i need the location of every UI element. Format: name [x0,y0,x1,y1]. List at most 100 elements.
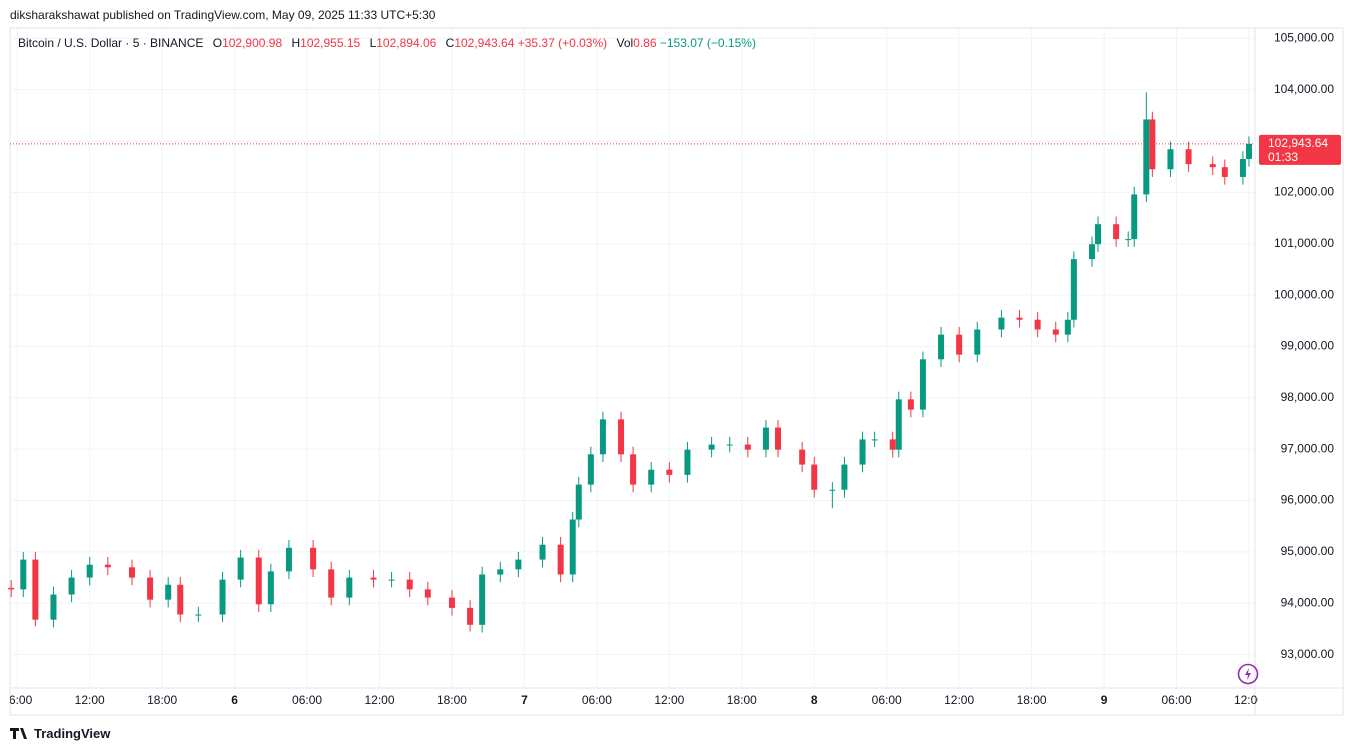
candle-body [956,334,963,355]
candle-body [165,584,172,600]
x-tick-label: 12:00 [75,693,105,707]
candle-body [618,419,625,455]
price-tag [1259,134,1341,165]
candle-body [1034,319,1041,330]
y-tick-label: 99,000.00 [1281,339,1335,353]
x-tick-label: 9 [1101,693,1108,707]
x-tick-label: 06:00 [2,693,32,707]
vol-value: 0.86 [633,36,657,50]
candle-body [1064,319,1071,335]
x-tick-label: 06:00 [292,693,322,707]
candle-body [1245,143,1252,159]
candle-body [998,317,1005,330]
x-tick-label: 8 [811,693,818,707]
y-tick-label: 105,000.00 [1274,30,1334,44]
y-tick-label: 97,000.00 [1281,441,1335,455]
x-tick-label: 12:00 [944,693,974,707]
candle-body [889,439,896,450]
candle-body [1095,224,1102,245]
candle-body [762,427,769,450]
candle-body [775,427,782,450]
candle-body [177,584,184,615]
h-value: 102,955.15 [300,36,361,50]
candle-body [895,399,902,450]
candle-body [195,614,202,616]
candle-body [467,607,474,625]
candle-body [557,544,564,575]
x-tick-label: 06:00 [872,693,902,707]
candle-body [1221,167,1228,177]
candle-body [907,399,914,410]
grid [10,28,1255,688]
footer-brand: TradingView [34,726,111,741]
candle-body [938,334,945,360]
y-tick-label: 98,000.00 [1281,390,1335,404]
x-tick-label: 06:00 [582,693,612,707]
y-tick-label: 93,000.00 [1281,647,1335,661]
y-axis: 93,000.00 94,000.00 95,000.00 96,000.00 97,0… [1259,30,1341,661]
x-tick-label: 12:00 [364,693,394,707]
candle-body [919,359,926,410]
candle-body [726,444,733,446]
vol-key: Vol [616,36,634,50]
candle-body [128,567,135,578]
candle-body [370,577,377,580]
price-tag-value: 102,943.64 [1268,136,1328,150]
candle-body [799,449,806,465]
x-tick-label: 7 [521,693,528,707]
x-tick-label: 18:00 [1017,693,1047,707]
candle-body [255,557,262,605]
candle-body [871,439,878,441]
x-tick-label: 18:00 [147,693,177,707]
y-tick-label: 94,000.00 [1281,595,1335,609]
candle-body [515,559,522,570]
candle-body [1113,224,1120,240]
candle-body [1149,119,1156,170]
candle-body [1143,119,1150,195]
vol-change: −153.07 (−0.15%) [659,36,756,50]
candle-body [1167,149,1174,170]
candle-body [744,444,751,450]
o-value: 102,900.98 [222,36,283,50]
candle-body [479,574,486,625]
x-tick-label: 18:00 [437,693,467,707]
candle-body [104,564,111,568]
candle-body [684,449,691,475]
candle-body [285,547,292,572]
candle-body [829,489,836,491]
candle-body [1131,194,1138,240]
x-tick-label: 12:00 [654,693,684,707]
alert-icon[interactable] [1237,663,1259,685]
candle-body [68,577,75,595]
candle-body [8,587,15,590]
candle-body [219,579,226,615]
candle-body [666,469,673,475]
y-tick-label: 104,000.00 [1274,82,1334,96]
tv-logo [10,728,27,739]
y-tick-label: 96,000.00 [1281,493,1335,507]
candle-body [328,569,335,598]
candle-body [599,419,606,455]
candle-body [50,594,57,620]
candle-body [648,469,655,485]
symbol: Bitcoin / U.S. Dollar · 5 · BINANCE [18,36,204,50]
candle-body [859,439,866,465]
candle-body [237,557,244,580]
candle-body [20,559,27,590]
x-tick-label: 6 [231,693,238,707]
l-value: 102,894.06 [376,36,437,50]
candle-body [448,597,455,608]
candle-body [346,577,353,598]
candle-body [32,559,39,620]
candle-body [841,464,848,490]
candle-body [974,329,981,355]
legend: Bitcoin / U.S. Dollar · 5 · BINANCE O102… [18,36,756,50]
candle-body [630,454,637,485]
c-value: 102,943.64 [454,36,515,50]
price-tag-countdown: 01:33 [1268,150,1298,164]
alert-bolt [1245,668,1251,680]
candle-body [1052,329,1059,335]
candle-body [539,544,546,560]
